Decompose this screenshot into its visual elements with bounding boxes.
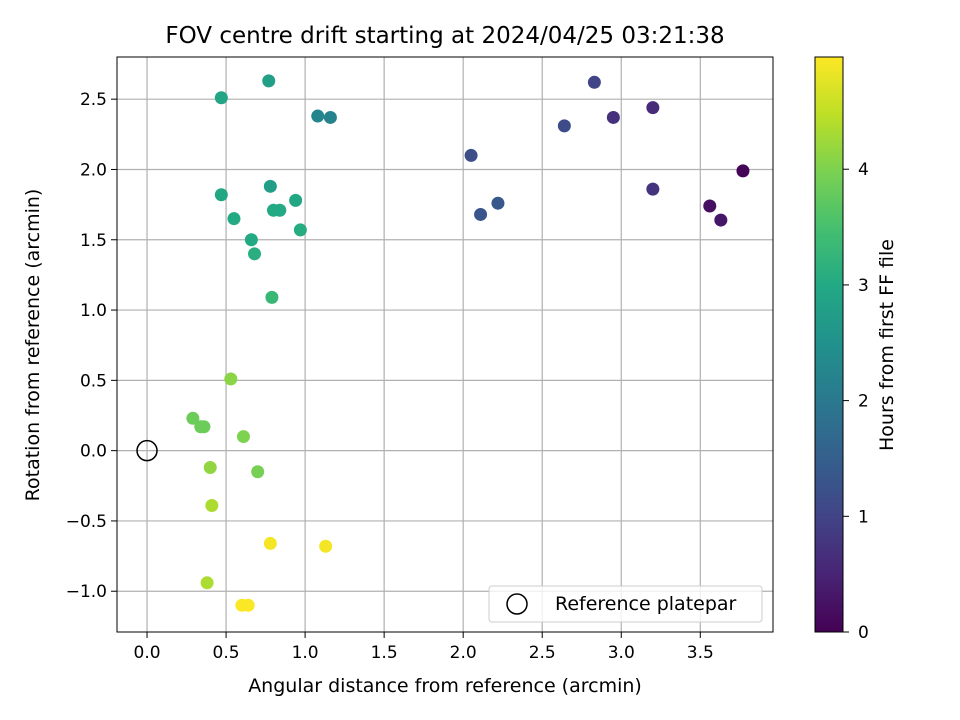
x-tick-label: 1.5 xyxy=(371,643,398,663)
x-tick-label: 1.0 xyxy=(292,643,319,663)
scatter-point xyxy=(703,199,717,213)
colorbar-tick-label: 1 xyxy=(858,507,869,527)
plot-frame xyxy=(116,56,774,633)
scatter-point xyxy=(236,430,250,444)
scatter-point xyxy=(265,290,279,304)
scatter-point xyxy=(557,119,571,133)
y-tick-label: 2.0 xyxy=(80,160,107,180)
scatter-point xyxy=(197,420,211,434)
y-tick-label: −1.0 xyxy=(66,582,107,602)
y-tick-label: 2.5 xyxy=(80,90,107,110)
scatter-point xyxy=(311,109,325,123)
scatter-point xyxy=(319,539,333,553)
colorbar-tick-label: 0 xyxy=(858,623,869,643)
scatter-point xyxy=(244,233,258,247)
reference-platepar-marker xyxy=(136,439,158,462)
legend-reference-marker xyxy=(506,593,528,615)
y-tick-label: −0.5 xyxy=(66,512,107,532)
x-tick-label: 2.5 xyxy=(529,643,556,663)
y-tick-label: 1.5 xyxy=(80,231,107,251)
scatter-point xyxy=(224,372,238,386)
chart-title: FOV centre drift starting at 2024/04/25 … xyxy=(165,23,724,49)
scatter-point xyxy=(248,247,262,261)
colorbar-tick-label: 3 xyxy=(858,276,869,296)
y-axis-label: Rotation from reference (arcmin) xyxy=(22,189,44,502)
scatter-point xyxy=(200,576,214,590)
scatter-point xyxy=(203,461,217,475)
scatter-point xyxy=(227,212,241,226)
x-tick-label: 3.0 xyxy=(608,643,635,663)
scatter-point xyxy=(214,91,228,105)
scatter-point xyxy=(263,179,277,193)
data-points xyxy=(186,74,750,612)
scatter-point xyxy=(273,203,287,217)
colorbar-tick-label: 2 xyxy=(858,392,869,412)
scatter-point xyxy=(714,213,728,227)
scatter-point xyxy=(474,207,488,221)
scatter-point xyxy=(736,164,750,178)
y-tick-label: 0.0 xyxy=(80,442,107,462)
x-tick-label: 3.5 xyxy=(687,643,714,663)
legend: Reference platepar xyxy=(488,585,763,623)
scatter-point xyxy=(587,75,601,89)
grid-lines xyxy=(117,57,773,632)
x-tick-label: 0.0 xyxy=(134,643,161,663)
scatter-point xyxy=(205,498,219,512)
scatter-point xyxy=(323,110,337,124)
scatter-point xyxy=(606,110,620,124)
scatter-point xyxy=(646,101,660,115)
scatter-point xyxy=(646,182,660,196)
x-axis-label: Angular distance from reference (arcmin) xyxy=(248,675,642,697)
axis-ticks: 0.0 0.5 1.0 1.5 2.0 2.5 3.0 3.5 −1.0 −0.5 0.0 0.5 1.… xyxy=(66,90,714,663)
scatter-point xyxy=(186,411,200,425)
colorbar xyxy=(814,56,844,633)
scatter-point xyxy=(464,148,478,162)
scatter-point xyxy=(491,196,505,210)
scatter-point xyxy=(293,223,307,237)
colorbar-tick-label: 4 xyxy=(858,160,869,180)
colorbar-ticks: 0 1 2 3 4 xyxy=(843,160,869,643)
x-tick-label: 0.5 xyxy=(213,643,240,663)
y-tick-label: 1.0 xyxy=(80,301,107,321)
scatter-point xyxy=(262,74,276,88)
scatter-point xyxy=(214,188,228,202)
y-tick-label: 0.5 xyxy=(80,371,107,391)
scatter-point xyxy=(289,193,303,207)
scatter-point xyxy=(251,465,265,479)
legend-box xyxy=(488,585,763,623)
x-tick-label: 2.0 xyxy=(450,643,477,663)
scatter-point xyxy=(263,536,277,550)
colorbar-label: Hours from first FF file xyxy=(876,239,898,451)
legend-reference-label: Reference platepar xyxy=(555,593,737,615)
scatter-point xyxy=(241,598,255,612)
